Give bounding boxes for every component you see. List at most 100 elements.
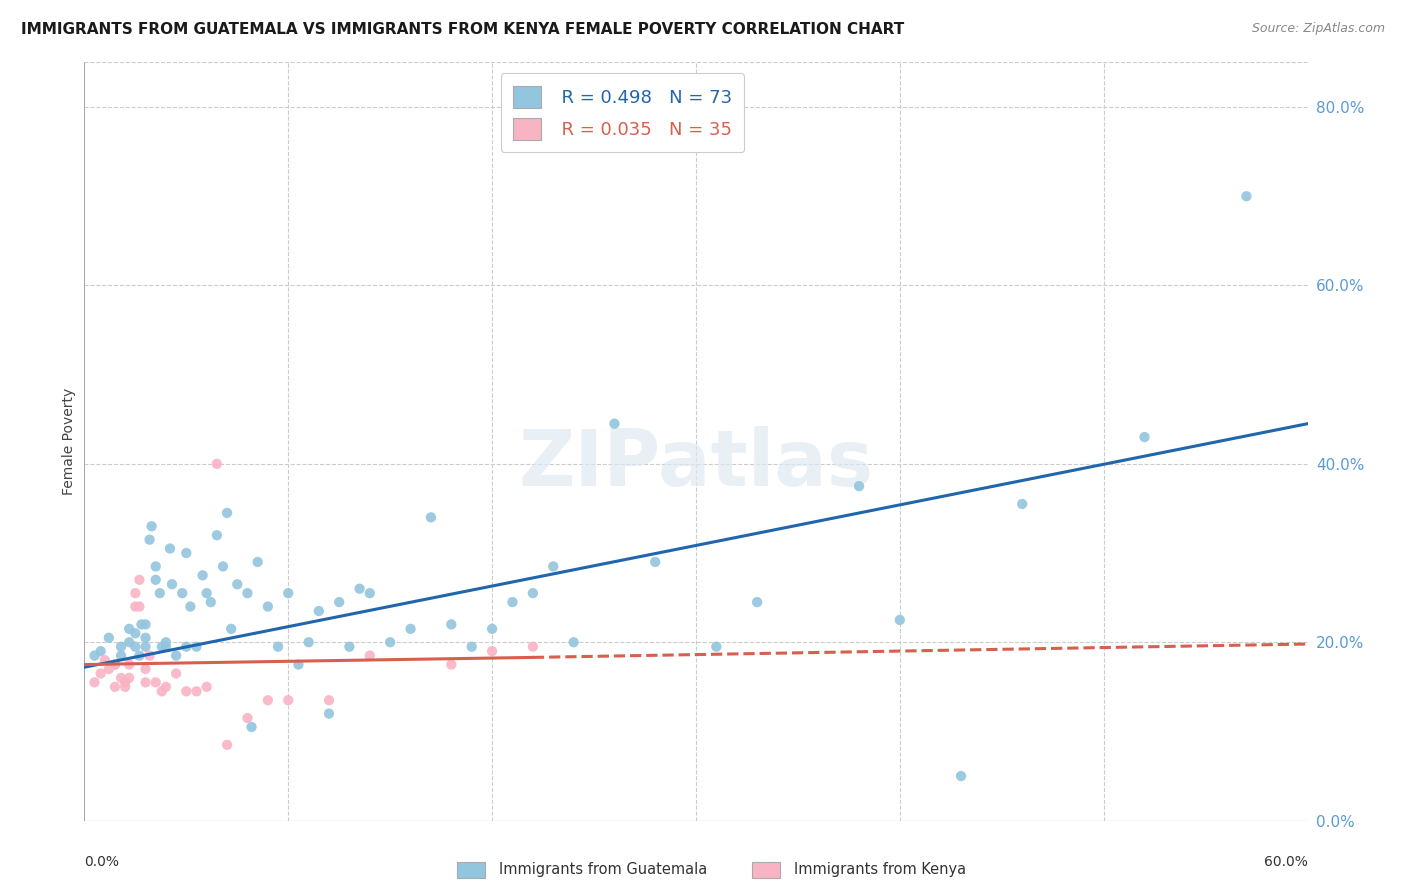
- Point: [131, 617, 153, 632]
- Point: [240, 720, 263, 734]
- Point: [399, 622, 422, 636]
- Point: [195, 680, 218, 694]
- Point: [145, 573, 167, 587]
- Point: [128, 599, 150, 614]
- Point: [440, 657, 463, 672]
- Point: [104, 657, 127, 672]
- Point: [124, 640, 146, 654]
- Point: [172, 586, 194, 600]
- Point: [461, 640, 484, 654]
- Text: 0.0%: 0.0%: [84, 855, 120, 869]
- Point: [339, 640, 361, 654]
- Point: [114, 680, 136, 694]
- Point: [287, 657, 309, 672]
- Point: [277, 693, 299, 707]
- Point: [298, 635, 321, 649]
- Point: [83, 648, 105, 663]
- Point: [124, 599, 146, 614]
- Point: [124, 586, 146, 600]
- Point: [110, 648, 132, 663]
- Point: [349, 582, 371, 596]
- Point: [380, 635, 402, 649]
- Point: [318, 693, 340, 707]
- Point: [138, 648, 160, 663]
- Point: [195, 586, 218, 600]
- Point: [93, 653, 115, 667]
- Point: [90, 644, 112, 658]
- Point: [83, 675, 105, 690]
- Point: [118, 657, 141, 672]
- Point: [186, 640, 208, 654]
- Point: [308, 604, 330, 618]
- Point: [889, 613, 911, 627]
- Point: [104, 657, 127, 672]
- Point: [110, 671, 132, 685]
- Point: [90, 666, 112, 681]
- Point: [747, 595, 769, 609]
- Point: [1011, 497, 1033, 511]
- Point: [848, 479, 870, 493]
- Point: [118, 671, 141, 685]
- Point: [205, 457, 228, 471]
- Point: [440, 617, 463, 632]
- Point: [191, 568, 214, 582]
- Point: [160, 577, 183, 591]
- Point: [481, 644, 503, 658]
- Point: [1133, 430, 1156, 444]
- Point: [200, 595, 222, 609]
- Y-axis label: Female Poverty: Female Poverty: [62, 388, 76, 495]
- Point: [138, 533, 160, 547]
- Point: [118, 635, 141, 649]
- Point: [236, 586, 259, 600]
- Text: IMMIGRANTS FROM GUATEMALA VS IMMIGRANTS FROM KENYA FEMALE POVERTY CORRELATION CH: IMMIGRANTS FROM GUATEMALA VS IMMIGRANTS …: [21, 22, 904, 37]
- Point: [1236, 189, 1258, 203]
- Point: [205, 528, 228, 542]
- Point: [603, 417, 626, 431]
- Point: [165, 648, 187, 663]
- Point: [155, 680, 177, 694]
- Legend:   R = 0.498   N = 73,   R = 0.035   N = 35: R = 0.498 N = 73, R = 0.035 N = 35: [501, 73, 744, 153]
- Point: [149, 586, 172, 600]
- Point: [217, 506, 239, 520]
- Point: [141, 519, 163, 533]
- Point: [562, 635, 585, 649]
- Text: Immigrants from Guatemala: Immigrants from Guatemala: [499, 863, 707, 877]
- Text: 60.0%: 60.0%: [1264, 855, 1308, 869]
- Point: [124, 626, 146, 640]
- Point: [97, 631, 120, 645]
- Point: [236, 711, 259, 725]
- Point: [359, 648, 381, 663]
- Point: [159, 541, 181, 556]
- Point: [145, 559, 167, 574]
- Point: [318, 706, 340, 721]
- Point: [219, 622, 242, 636]
- Point: [155, 640, 177, 654]
- Point: [420, 510, 443, 524]
- Point: [359, 586, 381, 600]
- Point: [114, 675, 136, 690]
- Point: [328, 595, 350, 609]
- Point: [174, 546, 197, 560]
- Point: [118, 622, 141, 636]
- Point: [135, 640, 157, 654]
- Point: [217, 738, 239, 752]
- Point: [135, 675, 157, 690]
- Point: [212, 559, 235, 574]
- Point: [246, 555, 269, 569]
- Point: [502, 595, 524, 609]
- Point: [145, 675, 167, 690]
- Point: [135, 631, 157, 645]
- Point: [128, 648, 150, 663]
- Point: [186, 684, 208, 698]
- Point: [706, 640, 728, 654]
- Point: [277, 586, 299, 600]
- Point: [950, 769, 973, 783]
- Point: [150, 684, 173, 698]
- Point: [110, 640, 132, 654]
- Point: [522, 640, 544, 654]
- Point: [150, 640, 173, 654]
- Point: [128, 573, 150, 587]
- Point: [174, 684, 197, 698]
- Point: [155, 635, 177, 649]
- Text: Immigrants from Kenya: Immigrants from Kenya: [794, 863, 966, 877]
